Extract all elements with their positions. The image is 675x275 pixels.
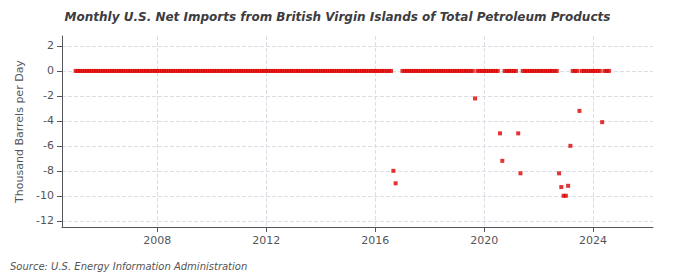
- svg-text:2: 2: [47, 39, 54, 52]
- svg-text:-8: -8: [43, 164, 54, 177]
- svg-text:-12: -12: [36, 214, 54, 227]
- svg-text:2008: 2008: [143, 234, 171, 247]
- svg-text:2020: 2020: [470, 234, 498, 247]
- svg-text:Source: U.S. Energy Informatio: Source: U.S. Energy Information Administ…: [10, 261, 247, 272]
- svg-text:-10: -10: [36, 189, 54, 202]
- svg-text:2012: 2012: [252, 234, 280, 247]
- svg-text:-6: -6: [43, 139, 54, 152]
- svg-text:-4: -4: [43, 114, 54, 127]
- svg-text:2016: 2016: [361, 234, 389, 247]
- svg-text:0: 0: [47, 64, 54, 77]
- svg-text:2024: 2024: [579, 234, 607, 247]
- svg-text:Monthly U.S. Net Imports from: Monthly U.S. Net Imports from British Vi…: [65, 10, 611, 24]
- svg-text:-2: -2: [43, 89, 54, 102]
- svg-text:Thousand Barrels per Day: Thousand Barrels per Day: [13, 60, 26, 204]
